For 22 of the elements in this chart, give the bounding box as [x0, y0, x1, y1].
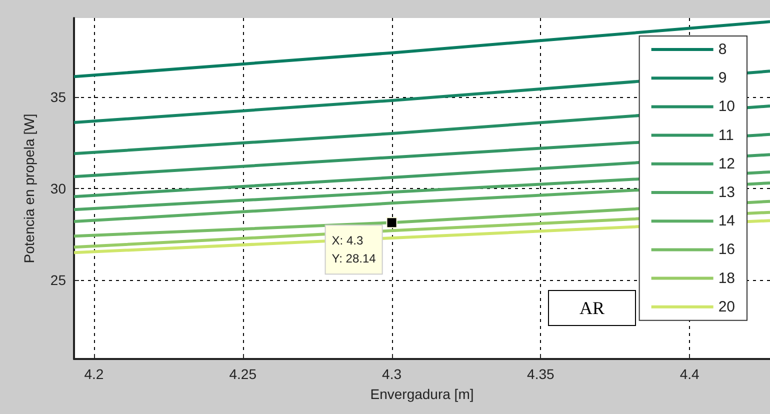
annotation: X: 4.3 Y: 28.14 [332, 234, 376, 266]
legend-label: 14 [718, 212, 736, 230]
y-tick-label: 30 [50, 180, 66, 196]
legend-title-box: AR [548, 290, 636, 326]
legend-label: 20 [718, 298, 736, 316]
legend-label: 11 [718, 126, 734, 144]
legend-label: 18 [718, 270, 736, 287]
y-tick-label: 35 [50, 88, 66, 105]
legend-label: 8 [718, 41, 727, 58]
legend-label: 12 [718, 155, 736, 172]
x-tick-label: 4.4 [680, 366, 700, 382]
y-axis-title: Potencia en propela [W] [21, 114, 37, 264]
legend-label: 13 [718, 184, 736, 201]
legend-label: 10 [718, 98, 736, 116]
x-axis-title: Envergadura [m] [370, 386, 474, 402]
x-tick-label: 4.35 [527, 366, 555, 382]
legend-label: 16 [718, 241, 736, 258]
legend-label: 9 [718, 70, 727, 87]
x-tick-label: 4.3 [382, 366, 402, 382]
y-tick-label: 25 [50, 272, 66, 288]
x-tick-label: 4.2 [84, 366, 104, 382]
x-tick-label: 4.25 [229, 366, 257, 382]
